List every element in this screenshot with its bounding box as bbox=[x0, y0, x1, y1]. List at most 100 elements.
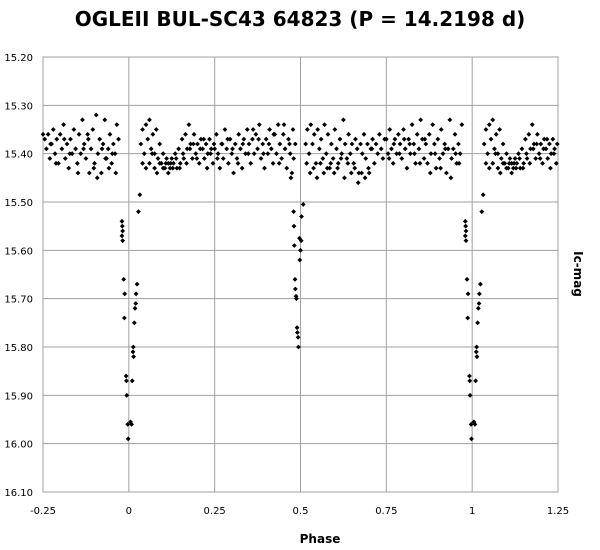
data-point bbox=[177, 160, 183, 166]
data-point bbox=[467, 378, 473, 384]
data-point bbox=[365, 141, 370, 147]
data-point bbox=[109, 160, 115, 166]
chart-title: OGLEII BUL-SC43 64823 (P = 14.2198 d) bbox=[75, 7, 526, 31]
data-point bbox=[545, 156, 551, 161]
data-point bbox=[132, 305, 138, 311]
data-point bbox=[177, 165, 183, 171]
data-point bbox=[362, 175, 368, 181]
data-point bbox=[198, 136, 204, 142]
data-point bbox=[266, 141, 272, 147]
data-point bbox=[187, 146, 193, 152]
data-point bbox=[189, 156, 195, 161]
data-point bbox=[53, 160, 59, 166]
data-point bbox=[468, 421, 474, 427]
data-point bbox=[445, 146, 451, 152]
data-point bbox=[184, 160, 189, 166]
data-point bbox=[114, 122, 120, 128]
data-point bbox=[230, 146, 235, 152]
data-point bbox=[369, 146, 375, 152]
data-point bbox=[440, 151, 446, 157]
data-point bbox=[467, 373, 472, 379]
data-point bbox=[123, 373, 129, 379]
data-point bbox=[44, 146, 49, 152]
data-point bbox=[211, 141, 217, 147]
data-point bbox=[81, 146, 86, 152]
data-point bbox=[260, 141, 266, 147]
data-point bbox=[133, 301, 139, 306]
data-point bbox=[419, 136, 425, 142]
data-point bbox=[521, 160, 527, 166]
data-point bbox=[194, 156, 200, 161]
data-point bbox=[412, 151, 417, 157]
data-point bbox=[291, 223, 297, 229]
data-point bbox=[359, 170, 365, 176]
data-point bbox=[298, 238, 304, 244]
data-point bbox=[476, 291, 482, 297]
data-point bbox=[116, 136, 121, 142]
data-point bbox=[553, 160, 559, 166]
data-point bbox=[234, 156, 240, 161]
data-point bbox=[478, 281, 483, 287]
data-point bbox=[380, 156, 386, 161]
data-point bbox=[306, 151, 312, 157]
data-point bbox=[456, 141, 461, 147]
data-point bbox=[547, 141, 552, 147]
y-tick-label: 15.30 bbox=[4, 101, 33, 112]
data-point bbox=[40, 131, 46, 137]
data-point bbox=[352, 165, 358, 171]
data-point bbox=[197, 146, 203, 152]
data-point bbox=[524, 156, 530, 161]
data-point bbox=[45, 131, 51, 137]
data-point bbox=[232, 141, 238, 147]
data-point bbox=[316, 146, 322, 152]
data-point bbox=[143, 122, 149, 128]
data-point bbox=[450, 146, 456, 152]
data-point bbox=[486, 122, 492, 128]
data-point bbox=[414, 131, 420, 137]
data-point bbox=[483, 127, 489, 132]
data-point bbox=[219, 141, 225, 147]
data-point bbox=[435, 136, 441, 142]
data-point bbox=[78, 151, 84, 157]
data-point bbox=[479, 209, 485, 215]
data-point bbox=[509, 160, 515, 166]
data-point bbox=[100, 141, 106, 147]
data-point bbox=[304, 127, 310, 132]
data-point bbox=[88, 146, 94, 152]
data-point bbox=[293, 293, 299, 299]
data-point bbox=[250, 127, 256, 132]
data-point bbox=[181, 156, 187, 161]
data-point bbox=[69, 151, 75, 157]
data-point bbox=[345, 160, 351, 166]
data-point bbox=[119, 223, 125, 229]
data-point bbox=[42, 136, 48, 142]
data-point bbox=[342, 141, 348, 147]
y-axis-label: Ic-mag bbox=[571, 251, 585, 297]
data-point bbox=[511, 160, 517, 166]
data-point bbox=[173, 156, 179, 161]
data-point bbox=[76, 131, 82, 137]
data-point bbox=[548, 165, 553, 171]
data-point bbox=[292, 276, 298, 282]
data-point bbox=[358, 141, 363, 147]
data-point bbox=[534, 141, 540, 147]
data-point bbox=[528, 146, 533, 152]
data-point bbox=[293, 296, 299, 302]
data-point bbox=[183, 131, 188, 137]
data-point bbox=[366, 170, 372, 176]
data-point bbox=[235, 160, 241, 166]
data-point bbox=[488, 136, 494, 142]
data-point bbox=[348, 170, 354, 176]
data-point bbox=[136, 209, 141, 215]
data-point bbox=[541, 146, 546, 152]
data-point bbox=[457, 151, 463, 157]
data-point bbox=[453, 151, 459, 157]
data-point bbox=[287, 141, 292, 147]
data-point bbox=[313, 160, 319, 166]
data-point bbox=[490, 117, 496, 123]
data-point bbox=[474, 344, 480, 350]
data-point bbox=[57, 131, 63, 137]
data-point bbox=[121, 315, 127, 321]
data-point bbox=[554, 141, 560, 147]
data-point bbox=[54, 136, 60, 142]
